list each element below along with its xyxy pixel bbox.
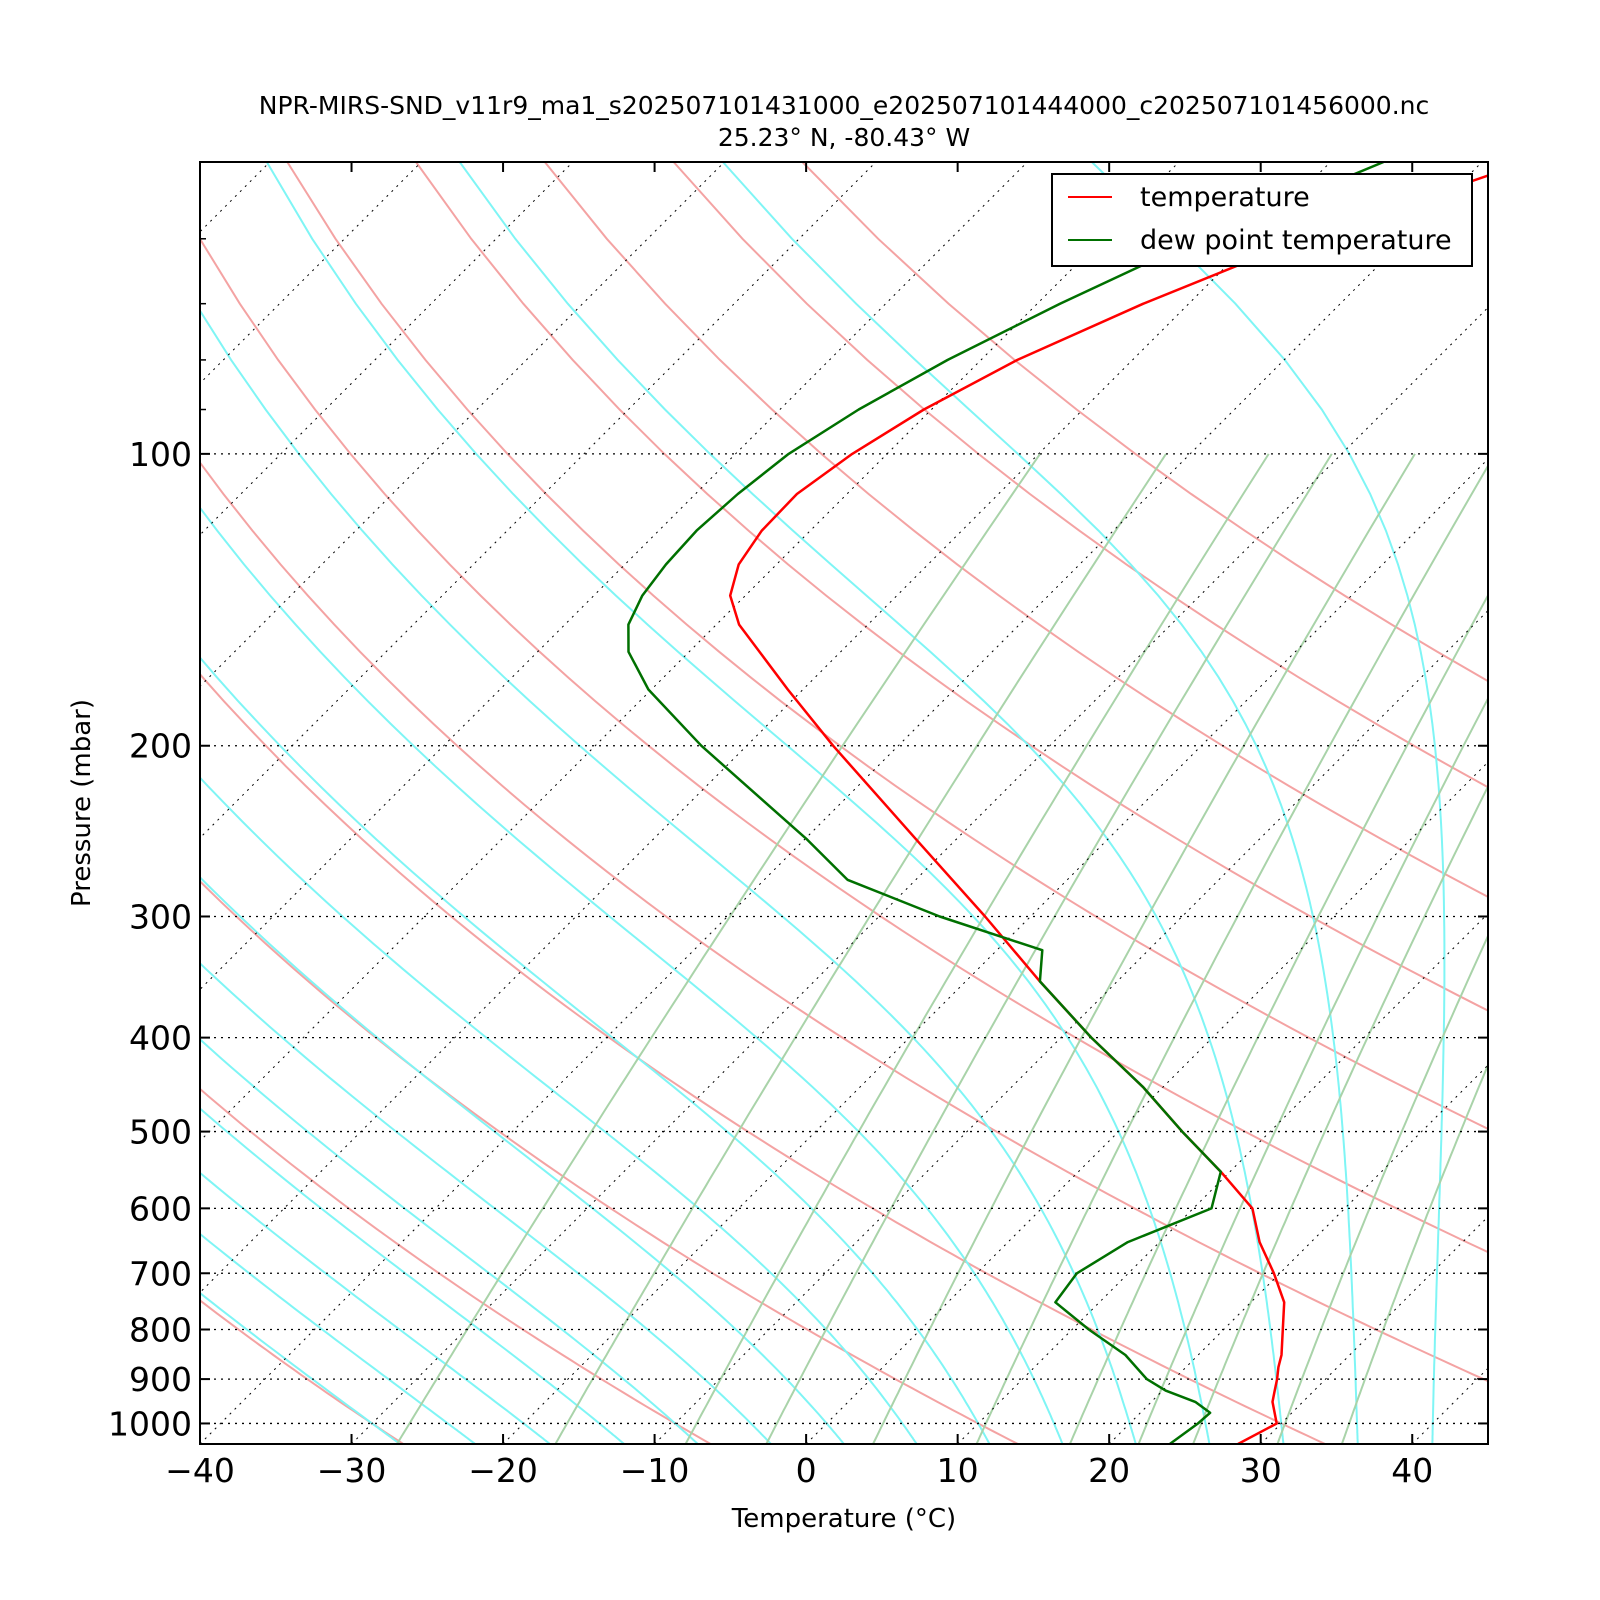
moist-adiabats xyxy=(200,162,1587,1444)
x-tick-label: −10 xyxy=(620,1451,690,1490)
moist-adiabat xyxy=(200,1291,401,1444)
mixing-ratio-line xyxy=(765,453,1333,1444)
x-tick-label: 30 xyxy=(1240,1451,1282,1490)
dry-adiabat xyxy=(200,1087,712,1444)
isotherm xyxy=(200,162,1180,1142)
x-tick-label: 10 xyxy=(937,1451,979,1490)
moist-adiabat xyxy=(200,776,918,1444)
mixing-ratio-line xyxy=(975,463,1488,1444)
isotherm xyxy=(957,912,1488,1444)
y-tick-label: 500 xyxy=(129,1113,192,1152)
y-tick-label: 400 xyxy=(129,1019,192,1058)
dry-adiabat xyxy=(200,236,1488,1254)
mixing-ratio-line xyxy=(1137,696,1488,1444)
isotherm xyxy=(1260,1215,1488,1444)
isotherm xyxy=(200,162,725,688)
mixing-ratio-line xyxy=(1068,593,1488,1444)
isotherm xyxy=(200,162,1331,1294)
y-tick-label: 900 xyxy=(129,1360,192,1399)
dry-adiabats xyxy=(200,162,1488,1444)
isotherms xyxy=(0,162,1600,1444)
mixing-ratio-line xyxy=(684,453,1270,1444)
y-tick-label: 800 xyxy=(129,1310,192,1349)
moist-adiabat xyxy=(200,962,772,1444)
isotherm xyxy=(0,162,118,1444)
chart-title: NPR-MIRS-SND_v11r9_ma1_s202507101431000_… xyxy=(259,91,1430,120)
y-tick-label: 300 xyxy=(129,897,192,936)
dry-adiabat xyxy=(200,672,1326,1444)
isotherm xyxy=(805,761,1488,1444)
moist-adiabat xyxy=(200,876,845,1444)
y-tick-label: 1000 xyxy=(108,1404,192,1443)
moist-adiabat xyxy=(200,506,1064,1444)
isotherm xyxy=(1108,1064,1488,1444)
isotherm xyxy=(502,458,1488,1444)
mixing-ratio-line xyxy=(396,453,1041,1444)
isotherm xyxy=(200,162,422,385)
axis-ticks: −40 −30 −20 −10 0 10 20 30 40 100 200 300 400 500 600 7… xyxy=(108,161,1488,1490)
mixing-ratio-line xyxy=(1276,933,1488,1444)
x-tick-label: −30 xyxy=(317,1451,387,1490)
dry-adiabat xyxy=(200,879,1019,1444)
moist-adiabat xyxy=(200,1171,551,1444)
moist-adiabat xyxy=(200,656,991,1444)
y-axis-label: Pressure (mbar) xyxy=(67,699,97,907)
mixing-ratio-lines xyxy=(396,453,1488,1444)
isotherm xyxy=(200,162,1483,1444)
dry-adiabat xyxy=(200,460,1488,1383)
x-tick-label: −40 xyxy=(165,1451,235,1490)
legend-label-dewpoint: dew point temperature xyxy=(1140,225,1452,256)
isobars xyxy=(200,453,1488,1425)
legend-label-temperature: temperature xyxy=(1140,182,1310,213)
mixing-ratio-line xyxy=(554,453,1167,1444)
plot-frame xyxy=(199,161,1489,1445)
x-axis-label: Temperature (°C) xyxy=(731,1504,956,1534)
isotherm xyxy=(200,162,1028,991)
isotherm xyxy=(200,162,877,839)
legend-box xyxy=(1051,173,1473,267)
x-tick-label: 20 xyxy=(1088,1451,1130,1490)
isotherm xyxy=(351,306,1488,1444)
dry-adiabat xyxy=(286,162,1488,1130)
y-tick-label: 600 xyxy=(129,1189,192,1228)
legend: temperature dew point temperature xyxy=(1051,173,1473,267)
x-tick-label: −20 xyxy=(468,1451,538,1490)
dry-adiabat xyxy=(200,1299,404,1444)
mixing-ratio-line xyxy=(1192,784,1488,1444)
dry-adiabat xyxy=(544,162,1488,899)
moist-adiabat xyxy=(200,1232,476,1444)
y-tick-label: 200 xyxy=(129,727,192,766)
plot-area xyxy=(0,162,1600,1444)
isotherm xyxy=(654,609,1488,1444)
chart-subtitle: 25.23° N, -80.43° W xyxy=(718,123,970,152)
mixing-ratio-line xyxy=(872,453,1416,1444)
x-tick-label: 0 xyxy=(796,1451,817,1490)
moist-adiabat xyxy=(200,1107,625,1444)
moist-adiabat xyxy=(200,1038,699,1444)
moist-adiabat xyxy=(1507,162,1587,1444)
mixing-ratio-line xyxy=(1340,1062,1488,1444)
moist-adiabat xyxy=(1091,162,1446,1444)
isotherm xyxy=(1564,162,1600,1444)
y-tick-label: 100 xyxy=(129,435,192,474)
moist-adiabat xyxy=(722,162,1359,1444)
dry-adiabat xyxy=(672,162,1488,789)
moist-adiabat xyxy=(458,162,1285,1444)
moist-adiabat xyxy=(200,308,1137,1444)
dry-adiabat xyxy=(415,162,1488,1012)
x-tick-label: 40 xyxy=(1391,1451,1433,1490)
temperature-profile xyxy=(728,174,1488,1444)
profiles xyxy=(627,162,1488,1444)
y-tick-label: 700 xyxy=(129,1254,192,1293)
dewpoint-profile xyxy=(627,162,1384,1444)
